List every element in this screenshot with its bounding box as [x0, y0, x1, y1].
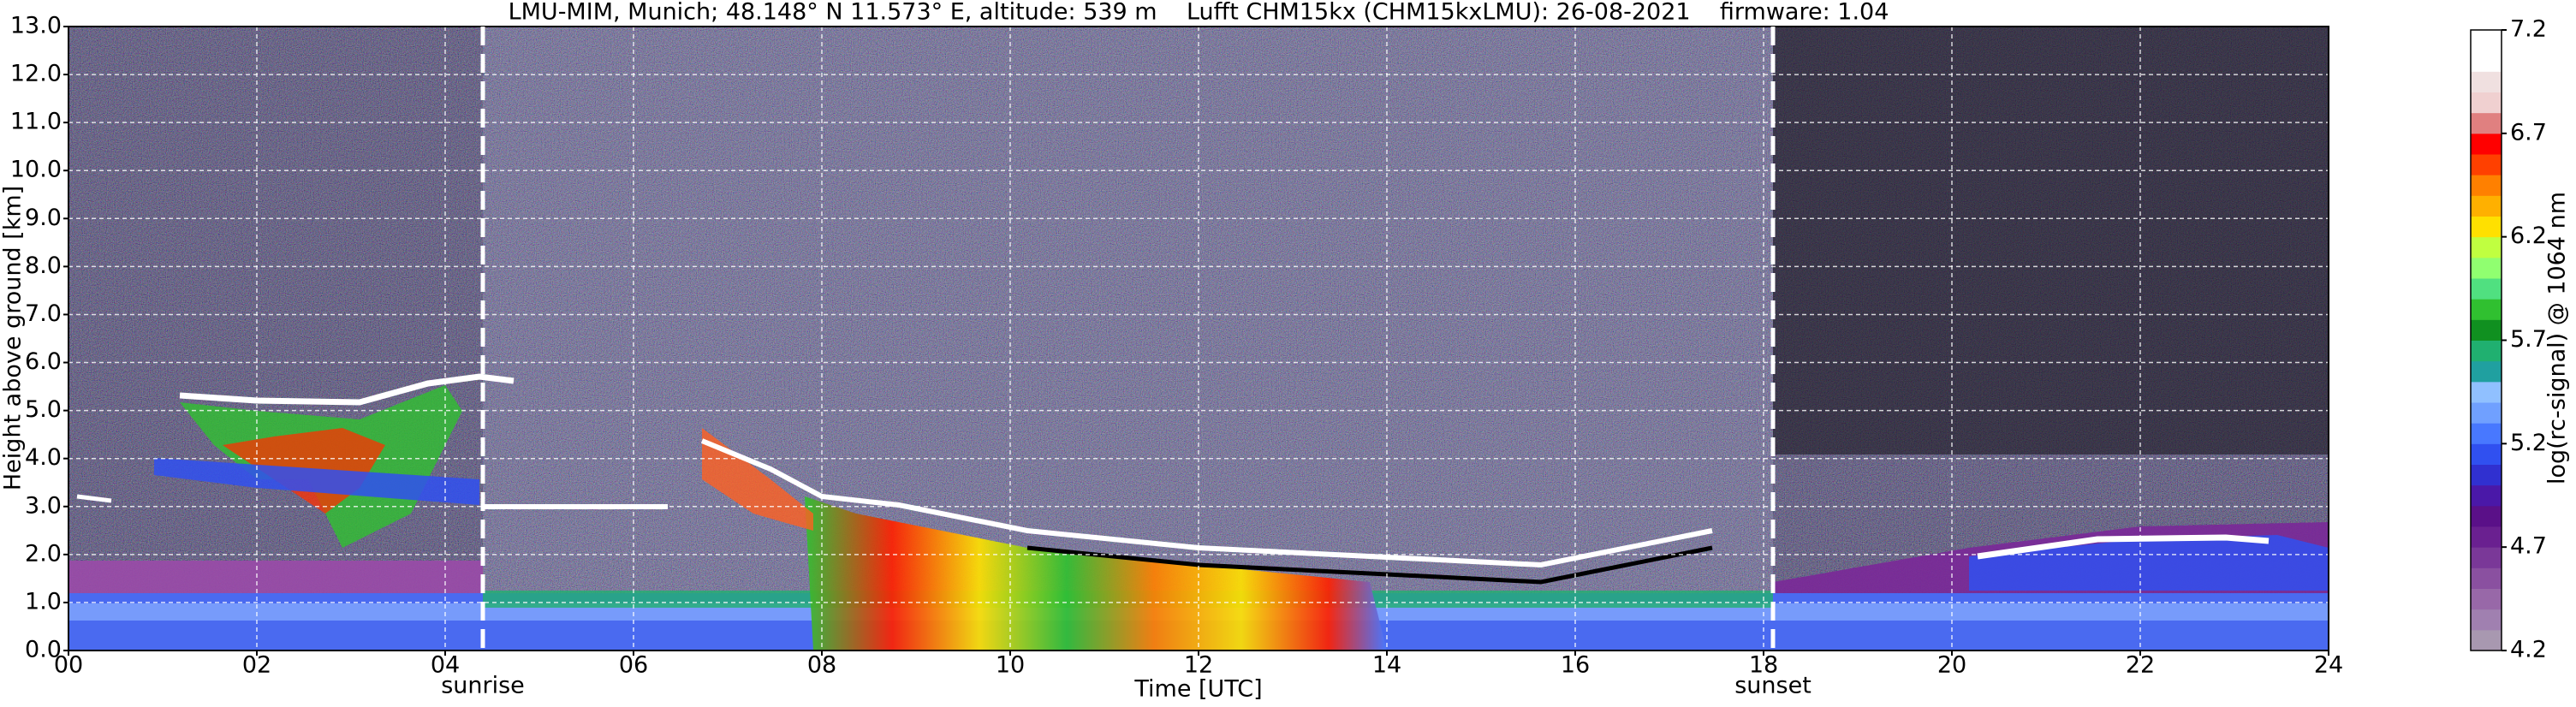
colorbar-tick-label: 5.2 [2510, 430, 2547, 456]
colorbar-segment [2471, 92, 2502, 114]
x-tick-label: 24 [2314, 652, 2343, 679]
y-tick-label: 4.0 [25, 444, 62, 471]
annotation-label: sunrise [441, 673, 525, 699]
y-tick-label: 1.0 [25, 588, 62, 615]
y-tick-label: 12.0 [10, 61, 62, 87]
y-tick-label: 10.0 [10, 157, 62, 183]
colorbar-tick-label: 5.7 [2510, 326, 2547, 353]
y-tick-label: 7.0 [25, 300, 62, 327]
colorbar-segment [2471, 257, 2502, 279]
colorbar-segment [2471, 50, 2502, 72]
colorbar-tick-label: 7.2 [2510, 16, 2547, 43]
x-tick-label: 16 [1561, 652, 1590, 679]
y-tick-label: 13.0 [10, 13, 62, 39]
colorbar-tick-label: 6.2 [2510, 223, 2547, 249]
x-tick-label: 04 [431, 652, 460, 679]
colorbar-tick-label: 4.7 [2510, 533, 2547, 560]
colorbar-label: log(rc-signal) @ 1064 nm [2544, 192, 2571, 484]
x-tick-label: 06 [619, 652, 648, 679]
x-tick-label: 10 [996, 652, 1025, 679]
colorbar-segment [2471, 133, 2502, 155]
colorbar-segment [2471, 112, 2502, 134]
colorbar-segment [2471, 216, 2502, 238]
x-tick-label: 18 [1749, 652, 1778, 679]
y-axis-label: Height above ground [km] [0, 186, 27, 490]
colorbar-segment [2471, 195, 2502, 217]
colorbar-segment [2471, 567, 2502, 589]
colorbar-segment [2471, 340, 2502, 362]
colorbar-segment [2471, 629, 2502, 651]
y-tick-label: 2.0 [25, 540, 62, 567]
colorbar-segment [2471, 505, 2502, 527]
x-tick-label: 08 [807, 652, 836, 679]
colorbar-segment [2471, 609, 2502, 631]
colorbar-segment [2471, 464, 2502, 486]
x-tick-label: 20 [1937, 652, 1966, 679]
y-tick-label: 0.0 [25, 637, 62, 663]
colorbar-segment [2471, 278, 2502, 300]
y-tick-label: 6.0 [25, 348, 62, 375]
annotation-label: sunset [1734, 673, 1812, 699]
x-tick-label: 02 [242, 652, 271, 679]
colorbar-segment [2471, 30, 2502, 51]
y-tick-label: 11.0 [10, 109, 62, 135]
colorbar-segment [2471, 175, 2502, 196]
colorbar-segment [2471, 526, 2502, 548]
colorbar-segment [2471, 484, 2502, 507]
colorbar-segment [2471, 154, 2502, 175]
y-tick-label: 8.0 [25, 253, 62, 279]
colorbar-segment [2471, 319, 2502, 341]
chart-title: LMU-MIM, Munich; 48.148° N 11.573° E, al… [509, 0, 1889, 26]
colorbar-segment [2471, 547, 2502, 568]
colorbar-segment [2471, 381, 2502, 403]
colorbar-tick-label: 6.7 [2510, 119, 2547, 146]
colorbar-segment [2471, 360, 2502, 383]
colorbar-segment [2471, 71, 2502, 92]
colorbar-segment [2471, 423, 2502, 444]
x-tick-label: 22 [2126, 652, 2155, 679]
colorbar-segment [2471, 588, 2502, 610]
x-tick-label: 14 [1372, 652, 1401, 679]
colorbar-segment [2471, 402, 2502, 424]
y-tick-label: 9.0 [25, 205, 62, 231]
colorbar-segment [2471, 299, 2502, 320]
colorbar-tick-label: 4.2 [2510, 637, 2547, 663]
colorbar-segment [2471, 443, 2502, 465]
y-tick-label: 3.0 [25, 492, 62, 519]
x-tick-label: 00 [54, 652, 83, 679]
y-tick-label: 5.0 [25, 396, 62, 423]
x-axis-label: Time [UTC] [1133, 676, 1262, 703]
x-tick-label: 12 [1184, 652, 1213, 679]
colorbar-segment [2471, 236, 2502, 258]
